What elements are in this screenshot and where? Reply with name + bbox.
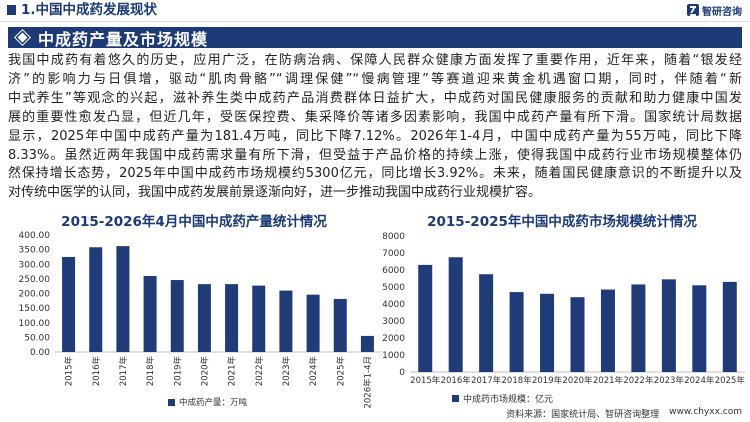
bar-2024年	[692, 285, 707, 372]
x-tick-label: 2018年	[502, 375, 533, 386]
bar-2018年	[143, 275, 157, 352]
header-divider	[0, 21, 750, 22]
bar-2024年	[306, 294, 320, 352]
paragraph-line: 8.33%。虽然近两年我国中成药需求量有所下滑，但受益于产品价格的持续上涨，使得…	[8, 147, 742, 163]
y-tick-label: 300.00	[19, 260, 51, 270]
website-text: www.chyxx.com	[669, 407, 742, 417]
production-legend: 中成药产量：万吨	[168, 396, 247, 408]
y-tick-label: 8000	[382, 232, 405, 242]
x-tick-label: 2024年	[684, 375, 715, 386]
bar-2015年	[62, 256, 76, 352]
bar-2020年	[197, 284, 211, 352]
bar-2020年	[570, 297, 585, 372]
x-tick-label: 2023年	[281, 356, 292, 387]
body-paragraph: 我国中成药有着悠久的历史，应用广泛，在防病治病、保障人民群众健康方面发挥了重要作…	[8, 52, 742, 203]
x-tick-label: 2024年	[308, 356, 319, 387]
y-tick-label: 100.00	[19, 319, 51, 329]
paragraph-line: 然保持增长态势，2025年中国中成药市场规模约5300亿元，同比增长3.92%。…	[8, 166, 742, 182]
paragraph-line: 济”的影响力与日俱增，驱动“肌肉骨骼”“调理保健”“慢病管理”等赛道迎来黄金机遇…	[8, 71, 742, 87]
x-tick-label: 2022年	[254, 356, 265, 387]
bar-2022年	[252, 285, 266, 352]
bar-2019年	[170, 280, 184, 352]
y-tick-label: 0.00	[30, 348, 50, 358]
paragraph-line: 显示，2025年中国中成药产量为181.4万吨，同比下降7.12%。2026年1…	[8, 128, 742, 144]
y-tick-label: 7000	[382, 249, 405, 259]
y-tick-label: 2000	[382, 334, 405, 344]
bar-2016年	[89, 247, 103, 352]
legend-swatch	[452, 395, 459, 402]
x-tick-label: 2021年	[593, 375, 624, 386]
paragraph-line: 展的重要性愈发凸显，但近几年，受医保控费、集采降价等诸多因素影响，我国中成药产量…	[8, 109, 742, 125]
x-tick-label: 2017年	[471, 375, 502, 386]
bar-2016年	[448, 257, 463, 372]
legend-swatch	[168, 398, 175, 406]
bar-2025年	[722, 281, 737, 372]
y-tick-label: 150.00	[19, 304, 51, 314]
y-tick-label: 0	[399, 368, 405, 378]
source-footer: 资料来源：国家统计局、智研咨询整理 www.chyxx.com	[506, 407, 742, 420]
source-note: 资料来源：国家统计局、智研咨询整理	[506, 410, 660, 420]
x-tick-label: 2016年	[441, 375, 472, 386]
x-tick-label: 2021年	[227, 356, 238, 387]
bar-2015年	[418, 264, 433, 372]
x-tick-label: 2020年	[562, 375, 593, 386]
diamond-icon	[17, 32, 28, 43]
x-tick-label: 2015年	[410, 375, 441, 386]
section-marker	[7, 5, 16, 15]
y-tick-label: 200.00	[19, 290, 51, 300]
x-tick-label: 2022年	[623, 375, 654, 386]
y-tick-label: 400.00	[19, 231, 51, 241]
bar-2021年	[600, 289, 615, 372]
bar-2023年	[279, 290, 293, 352]
x-tick-label: 2025年	[335, 356, 346, 387]
x-tick-label: 2017年	[118, 356, 129, 387]
paragraph-line: 我国中成药有着悠久的历史，应用广泛，在防病治病、保障人民群众健康方面发挥了重要作…	[8, 53, 742, 68]
market-size-chart-title: 2015-2025年中国中成药市场规模统计情况	[427, 214, 697, 230]
x-tick-label: 2026年1-4月	[362, 356, 373, 409]
y-tick-label: 4000	[382, 300, 405, 310]
bar-2018年	[509, 292, 524, 372]
brand-logo: 智研咨询	[687, 3, 742, 18]
paragraph-line: 对传统中医学的认同，我国中成药发展前景逐渐向好，进一步推动我国中成药行业规模扩容…	[8, 185, 542, 201]
bar-2021年	[225, 284, 239, 352]
bar-2023年	[661, 279, 676, 372]
logo-text: 智研咨询	[702, 6, 742, 18]
bar-2025年	[333, 298, 347, 352]
x-tick-label: 2025年	[715, 375, 746, 386]
x-tick-label: 2015年	[64, 356, 75, 387]
x-tick-label: 2019年	[172, 356, 183, 387]
market-size-legend: 中成药市场规模：亿元	[452, 392, 553, 405]
y-tick-label: 1000	[382, 351, 405, 361]
bar-2026年1-4月	[360, 335, 374, 352]
zhiyan-logo-icon	[687, 4, 699, 16]
bar-2022年	[631, 284, 646, 372]
y-tick-label: 50.00	[24, 333, 50, 343]
x-tick-label: 2023年	[654, 375, 685, 386]
bar-2017年	[116, 246, 130, 352]
x-tick-label: 2018年	[145, 356, 156, 387]
bar-2019年	[540, 293, 555, 372]
y-tick-label: 3000	[382, 317, 405, 327]
y-tick-label: 6000	[382, 266, 405, 276]
banner-title: 中成药产量及市场规模	[38, 29, 209, 49]
paragraph-line: 中式养生”等观念的兴起，滋补养生类中成药产品消费群体日益扩大，中成药对国民健康服…	[8, 90, 742, 106]
y-tick-label: 350.00	[19, 246, 51, 256]
legend-label: 中成药市场规模：亿元	[463, 395, 554, 405]
legend-label: 中成药产量：万吨	[179, 398, 248, 408]
y-tick-label: 250.00	[19, 275, 51, 285]
topic-banner: 中成药产量及市场规模	[8, 27, 742, 49]
production-chart-title: 2015-2026年4月中国中成药产量统计情况	[61, 214, 327, 230]
y-tick-label: 5000	[382, 283, 405, 293]
section-title: 1.中国中成药发展现状	[21, 2, 158, 18]
bar-2017年	[479, 274, 494, 372]
x-tick-label: 2016年	[91, 356, 102, 387]
x-tick-label: 2020年	[199, 356, 210, 387]
x-tick-label: 2019年	[532, 375, 563, 386]
production-bar-chart: 0.00 50.00 100.00 150.00 200.00 250.00 300.00 3…	[19, 231, 381, 409]
